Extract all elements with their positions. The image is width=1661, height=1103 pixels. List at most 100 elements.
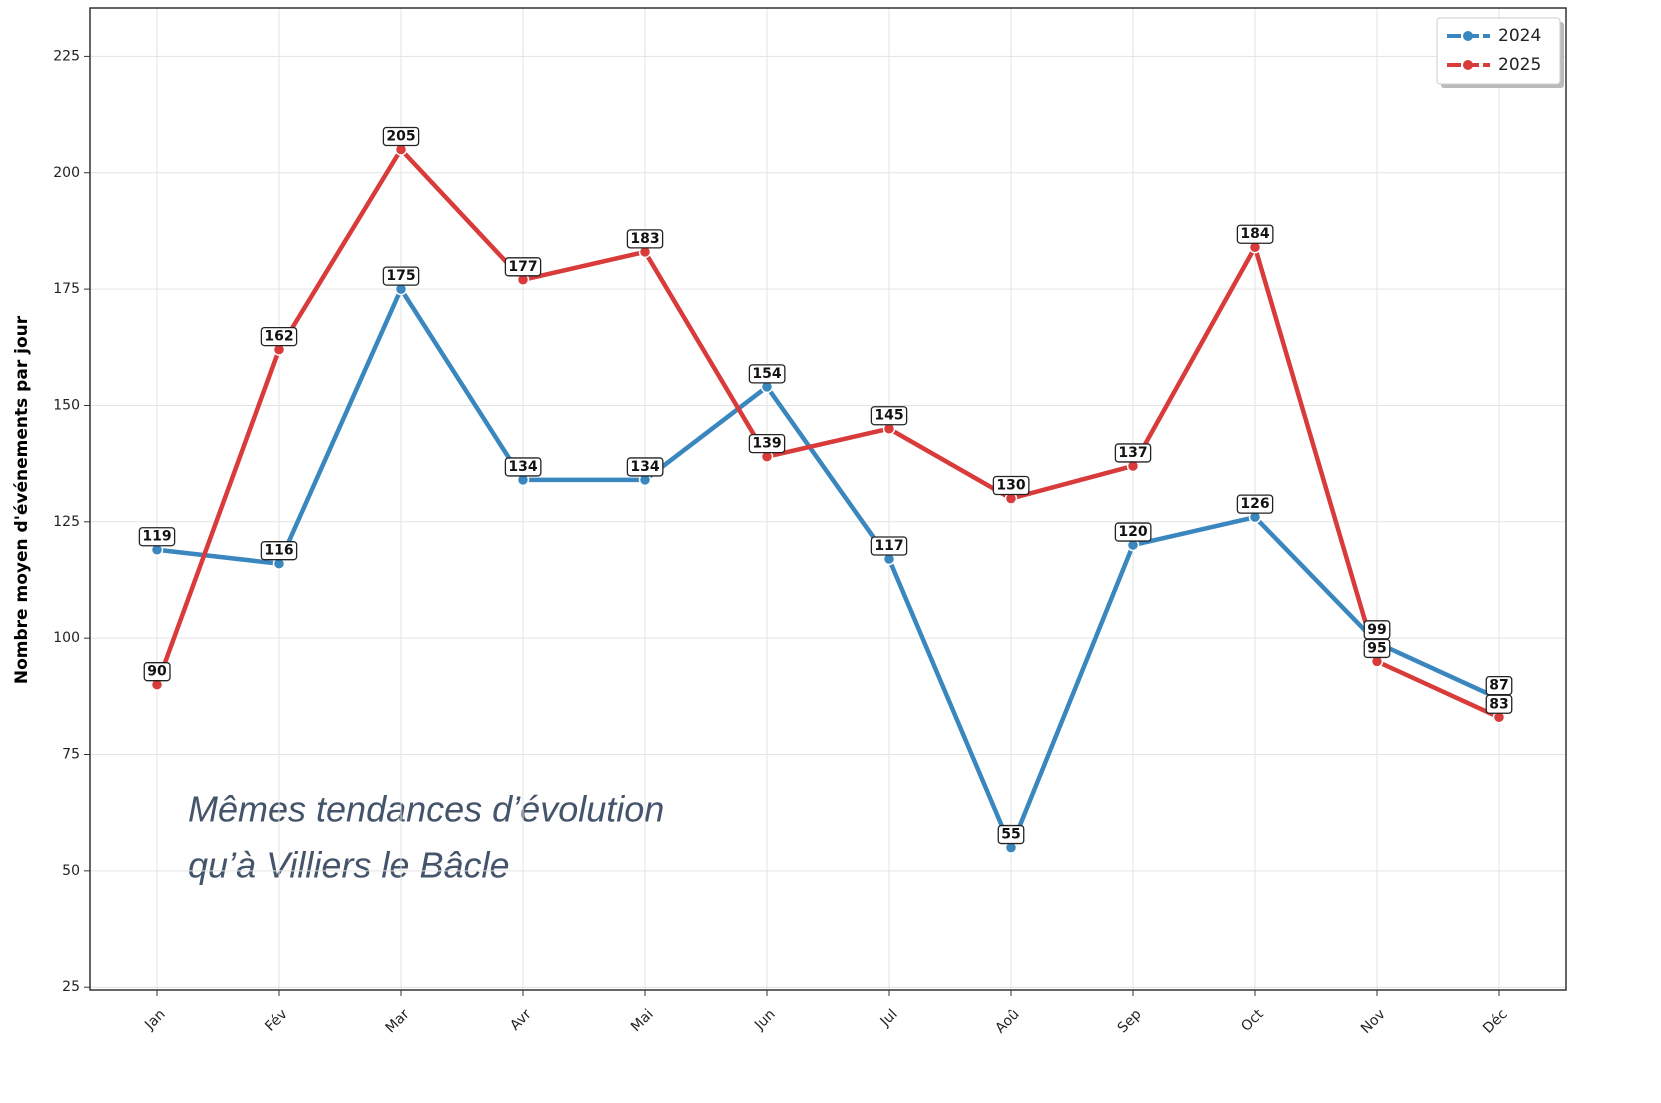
- label-box: [992, 475, 1030, 496]
- x-tick-label: Avr: [507, 1006, 535, 1034]
- data-label: 87: [1485, 676, 1513, 696]
- data-label: 99: [1363, 620, 1391, 640]
- legend: 2024 2025: [1436, 17, 1564, 88]
- data-label-text: 162: [264, 329, 293, 345]
- data-label-text: 130: [996, 478, 1025, 494]
- legend-label: 2025: [1498, 55, 1541, 75]
- annotation: Mêmes tendances d’évolution: [188, 789, 664, 830]
- data-label-text: 87: [1489, 678, 1508, 694]
- x-tick-label: Sep: [1115, 1006, 1145, 1036]
- data-label: 154: [748, 364, 786, 384]
- legend-marker: [1463, 31, 1473, 41]
- label-box: [138, 527, 176, 547]
- legend-label: 2024: [1498, 26, 1541, 46]
- x-tick-label: Déc: [1480, 1006, 1510, 1036]
- label-box: [504, 457, 542, 477]
- data-label: 137: [1114, 443, 1152, 463]
- y-tick-label: 200: [53, 165, 80, 181]
- data-label: 120: [1114, 522, 1152, 542]
- x-tick-label: Mar: [383, 1006, 413, 1036]
- data-label-text: 134: [630, 459, 659, 475]
- data-label: 183: [626, 229, 664, 249]
- y-tick-label: 50: [62, 863, 80, 879]
- data-label: 145: [870, 406, 908, 426]
- data-label: 116: [260, 541, 298, 561]
- y-tick-label: 100: [53, 630, 80, 646]
- legend-marker: [1463, 60, 1473, 70]
- label-box: [382, 266, 420, 286]
- data-label-text: 205: [386, 128, 415, 144]
- data-label-text: 83: [1489, 696, 1508, 712]
- line-series: [154, 147, 1500, 720]
- grid: [90, 8, 1566, 990]
- data-label-text: 134: [508, 459, 537, 475]
- data-label: 134: [504, 457, 542, 477]
- data-label: 83: [1485, 694, 1513, 714]
- data-label: 177: [504, 257, 542, 277]
- data-label-text: 119: [142, 529, 171, 545]
- data-label-text: 177: [508, 259, 537, 275]
- data-label-text: 99: [1367, 622, 1386, 638]
- y-tick-label: 225: [53, 48, 80, 64]
- data-label-text: 90: [147, 664, 167, 680]
- data-label: 162: [260, 326, 298, 347]
- data-label: 126: [1236, 494, 1274, 514]
- data-label: 184: [1236, 224, 1274, 244]
- x-tick-label: Aoû: [992, 1006, 1022, 1036]
- data-label-text: 183: [630, 231, 659, 247]
- data-label: 139: [748, 433, 786, 454]
- label-box: [1363, 638, 1391, 659]
- label-box: [1114, 443, 1152, 463]
- label-box: [626, 229, 664, 249]
- data-label: 175: [382, 266, 420, 286]
- data-label-text: 145: [874, 408, 903, 424]
- label-box: [997, 824, 1025, 845]
- label-box: [260, 541, 298, 561]
- label-box: [1236, 494, 1274, 514]
- data-label: 119: [138, 527, 176, 547]
- y-tick-label: 75: [62, 747, 80, 763]
- plot-frame: [89, 7, 1567, 991]
- x-tick-label: Jun: [751, 1006, 778, 1033]
- data-label: 117: [870, 536, 908, 556]
- data-label-text: 126: [1240, 496, 1269, 512]
- data-label: 55: [997, 824, 1025, 845]
- label-box: [260, 326, 298, 347]
- data-label-text: 154: [752, 366, 781, 382]
- y-tick-label: 150: [53, 397, 80, 413]
- data-label-text: 120: [1118, 524, 1147, 540]
- label-box: [870, 406, 908, 426]
- y-tick-label: 25: [62, 979, 80, 995]
- line-series: [156, 286, 1500, 850]
- x-tick-label: Jul: [877, 1006, 901, 1030]
- data-label: 205: [382, 126, 420, 147]
- data-label: 95: [1363, 638, 1391, 659]
- data-label: 90: [143, 662, 171, 682]
- x-tick-label: Mai: [628, 1006, 657, 1035]
- label-box: [1485, 694, 1513, 714]
- label-box: [1114, 522, 1152, 542]
- label-box: [870, 536, 908, 556]
- data-label: 134: [626, 457, 664, 477]
- data-label-text: 117: [874, 538, 903, 554]
- data-label-text: 184: [1240, 226, 1269, 242]
- annotation: qu’à Villiers le Bâcle: [188, 845, 510, 886]
- data-label-text: 137: [1118, 445, 1147, 461]
- label-box: [504, 257, 542, 277]
- data-label-text: 139: [752, 436, 781, 452]
- label-box: [748, 433, 786, 454]
- label-box: [748, 364, 786, 384]
- x-tick-label: Fév: [262, 1006, 290, 1034]
- y-tick-label: 175: [53, 281, 80, 297]
- data-label-text: 175: [386, 268, 415, 284]
- label-box: [626, 457, 664, 477]
- data-label-text: 116: [264, 543, 293, 559]
- data-label: 130: [992, 475, 1030, 496]
- label-box: [1236, 224, 1274, 244]
- x-tick-label: Jan: [141, 1006, 168, 1033]
- label-box: [143, 662, 171, 682]
- label-box: [382, 126, 420, 147]
- x-tick-label: Oct: [1238, 1006, 1267, 1035]
- y-axis-label: Nombre moyen d'événements par jour: [12, 315, 32, 684]
